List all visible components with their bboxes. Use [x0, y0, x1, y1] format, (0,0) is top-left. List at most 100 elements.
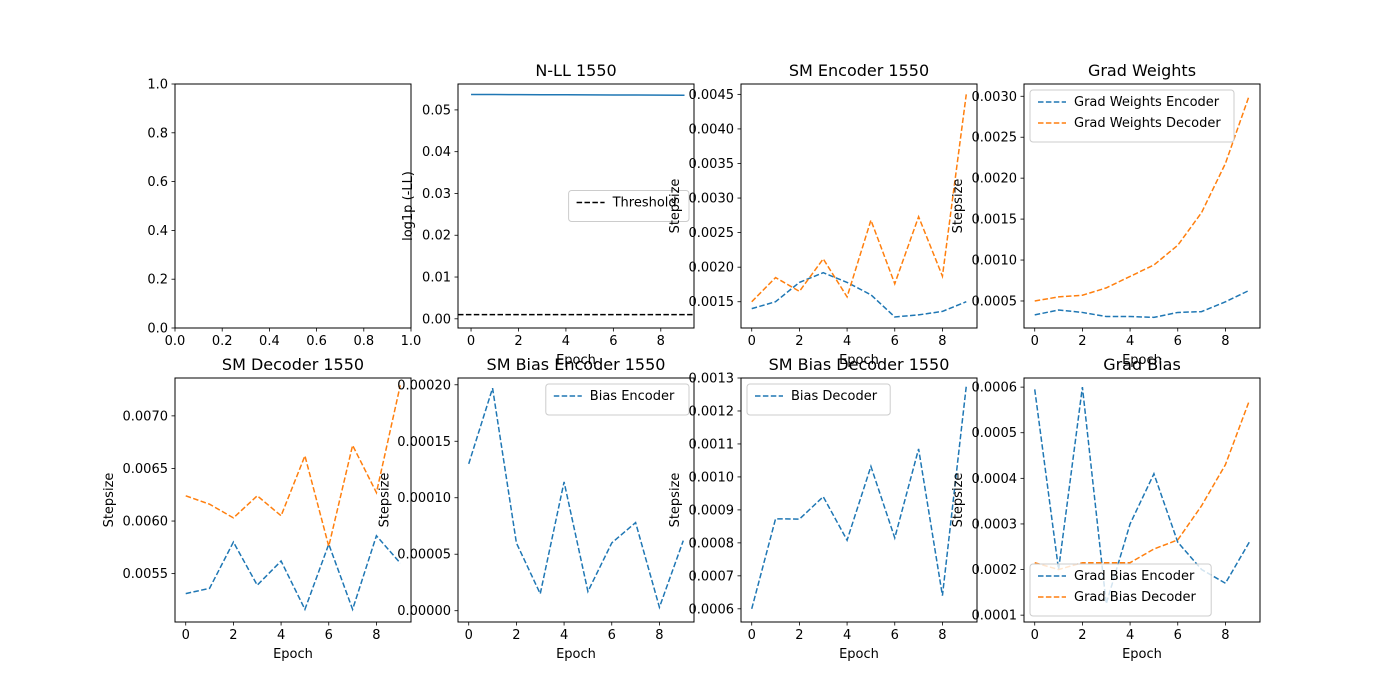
- y-tick-label: 0.2: [147, 273, 168, 288]
- y-tick-label: 0.00000: [397, 604, 451, 619]
- x-tick-label: 2: [1078, 334, 1086, 349]
- chart-title: SM Bias Encoder 1550: [487, 355, 666, 374]
- y-tick-label: 0.0005: [972, 294, 1018, 309]
- x-tick-label: 8: [1221, 334, 1229, 349]
- y-tick-label: 0.01: [422, 271, 451, 286]
- x-tick-label: 2: [1078, 628, 1086, 643]
- legend: Threshold: [568, 190, 690, 222]
- y-tick-label: 0.0006: [972, 381, 1018, 396]
- y-tick-label: 0.0040: [689, 122, 735, 137]
- x-tick-label: 6: [609, 334, 617, 349]
- y-axis-label: Stepsize: [951, 179, 966, 234]
- x-axis-label: Epoch: [556, 353, 596, 368]
- y-tick-label: 0.0010: [972, 254, 1018, 269]
- x-tick-label: 4: [1126, 334, 1134, 349]
- x-tick-label: 0: [748, 334, 756, 349]
- y-tick-label: 1.0: [147, 78, 168, 93]
- x-tick-label: 0: [465, 628, 473, 643]
- y-tick-label: 0.00005: [397, 548, 451, 563]
- x-tick-label: 0: [748, 628, 756, 643]
- y-tick-label: 0.0015: [689, 295, 735, 310]
- legend-box: [746, 383, 891, 416]
- x-tick-label: 2: [512, 628, 520, 643]
- x-axis-label: Epoch: [839, 353, 879, 368]
- y-axis-label: Stepsize: [377, 473, 392, 528]
- x-tick-label: 4: [1126, 628, 1134, 643]
- y-tick-label: 0.4: [147, 224, 168, 239]
- x-tick-label: 4: [277, 628, 285, 643]
- y-tick-label: 0.0004: [972, 472, 1018, 487]
- x-tick-label: 6: [608, 628, 616, 643]
- plot-area: [751, 386, 968, 610]
- x-tick-label: 2: [795, 628, 803, 643]
- y-tick-label: 0.00: [422, 312, 451, 327]
- axes-frame: [174, 377, 412, 623]
- x-tick-label: 0.4: [259, 334, 280, 349]
- y-tick-label: 0.0009: [689, 503, 735, 518]
- x-tick-label: 6: [1174, 628, 1182, 643]
- legend-label: Bias Encoder: [590, 389, 675, 404]
- y-tick-label: 0.02: [422, 229, 451, 244]
- x-tick-label: 8: [938, 628, 946, 643]
- y-tick-label: 0.0002: [972, 563, 1018, 578]
- x-tick-label: 0: [467, 334, 475, 349]
- x-tick-label: 6: [891, 334, 899, 349]
- x-tick-label: 8: [657, 334, 665, 349]
- legend-label: Threshold: [612, 196, 677, 211]
- axes-frame: [174, 83, 412, 329]
- y-tick-label: 0.0013: [689, 372, 735, 387]
- y-tick-label: 0.0012: [689, 404, 735, 419]
- y-tick-label: 0.0020: [689, 261, 735, 276]
- series-line-orange: [185, 385, 402, 547]
- plot-area: [185, 385, 402, 612]
- legend-box: [545, 383, 690, 416]
- series-line-grad-weights-encoder: [1034, 289, 1250, 319]
- x-tick-label: 6: [325, 628, 333, 643]
- series-line-bias-encoder: [468, 387, 684, 610]
- y-tick-label: 0.0025: [689, 226, 735, 241]
- y-tick-label: 0.0045: [689, 88, 735, 103]
- y-tick-label: 0.0001: [972, 609, 1018, 624]
- y-axis-label: Stepsize: [668, 179, 683, 234]
- y-tick-label: 0.0020: [972, 172, 1018, 187]
- series-line-grad-bias-encoder: [1033, 387, 1250, 604]
- y-tick-label: 0.0015: [972, 213, 1018, 228]
- y-tick-label: 0.8: [147, 126, 168, 141]
- x-tick-label: 1.0: [401, 334, 422, 349]
- y-tick-label: 0.0005: [972, 426, 1018, 441]
- chart-title: SM Decoder 1550: [222, 355, 364, 374]
- panel-sm-bias-encoder: 0 2 4 6 8 0.00000 0.00005 0.00010 0.00015 0.00020…: [377, 355, 695, 662]
- legend-label: Grad Bias Decoder: [1074, 590, 1197, 605]
- series-line-orange: [751, 94, 968, 303]
- legend-label: Grad Bias Encoder: [1074, 569, 1195, 584]
- series-line-bias-decoder: [751, 386, 968, 610]
- x-axis-label: Epoch: [839, 647, 879, 662]
- y-axis-label: Stepsize: [951, 473, 966, 528]
- y-tick-label: 0.0010: [689, 470, 735, 485]
- x-axis-label: Epoch: [1122, 353, 1162, 368]
- x-axis-label: Epoch: [1122, 647, 1162, 662]
- axes-frame: [740, 377, 978, 623]
- series-line-blue: [751, 271, 967, 318]
- y-tick-label: 0.03: [422, 187, 451, 202]
- chart-title: SM Encoder 1550: [789, 61, 929, 80]
- series-line-grad-weights-decoder: [1034, 95, 1250, 302]
- x-tick-label: 2: [795, 334, 803, 349]
- x-tick-label: 6: [891, 628, 899, 643]
- x-tick-label: 8: [372, 628, 380, 643]
- axes-frame: [457, 377, 695, 623]
- plot-area: [458, 93, 694, 316]
- y-tick-label: 0.0003: [972, 517, 1018, 532]
- x-tick-label: 0: [182, 628, 190, 643]
- x-tick-label: 0.8: [353, 334, 374, 349]
- y-tick-label: 0.0060: [123, 515, 169, 530]
- x-tick-label: 8: [655, 628, 663, 643]
- panel-sm-decoder: 0 2 4 6 8 0.0055 0.0060 0.0065 0.0070 SM Decoder …: [102, 355, 412, 662]
- legend-box: [1029, 89, 1235, 143]
- y-tick-label: 0.0030: [972, 90, 1018, 105]
- panel-sm-bias-decoder: 0 2 4 6 8 0.0006 0.0007 0.0008 0.0009 0.0010 0.001…: [668, 355, 978, 662]
- y-tick-label: 0.0006: [689, 602, 735, 617]
- series-line-blue: [185, 534, 401, 612]
- x-axis-label: Epoch: [273, 647, 313, 662]
